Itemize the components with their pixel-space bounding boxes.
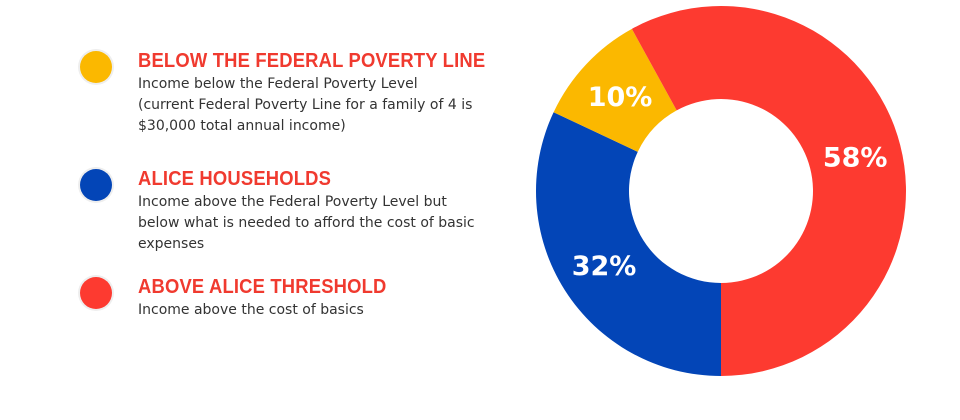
legend-description: Income below the Federal Poverty Level (… [138,76,473,134]
blue-dot-icon [80,169,112,201]
red-dot-icon [80,277,112,309]
slice-label: 10% [588,82,653,113]
legend-item-above-alice: ABOVE ALICE THRESHOLD Income above the c… [78,274,478,321]
yellow-dot-icon [80,51,112,83]
slice-label: 58% [823,143,888,174]
legend-title: ABOVE ALICE THRESHOLD [138,276,387,298]
donut-slice [631,6,906,377]
donut-slice [535,112,721,376]
slice-label: 32% [572,251,637,282]
legend-title: ALICE HOUSEHOLDS [138,168,332,190]
legend-description: Income above the cost of basics [138,302,364,318]
legend-item-below-poverty: BELOW THE FEDERAL POVERTY LINE Income be… [78,48,486,166]
legend-item-alice: ALICE HOUSEHOLDS Income above the Federa… [78,166,478,274]
legend-title: BELOW THE FEDERAL POVERTY LINE [138,50,486,72]
legend-description: Income above the Federal Poverty Level b… [138,194,475,252]
legend: BELOW THE FEDERAL POVERTY LINE Income be… [78,48,486,321]
donut-slice [553,28,677,152]
